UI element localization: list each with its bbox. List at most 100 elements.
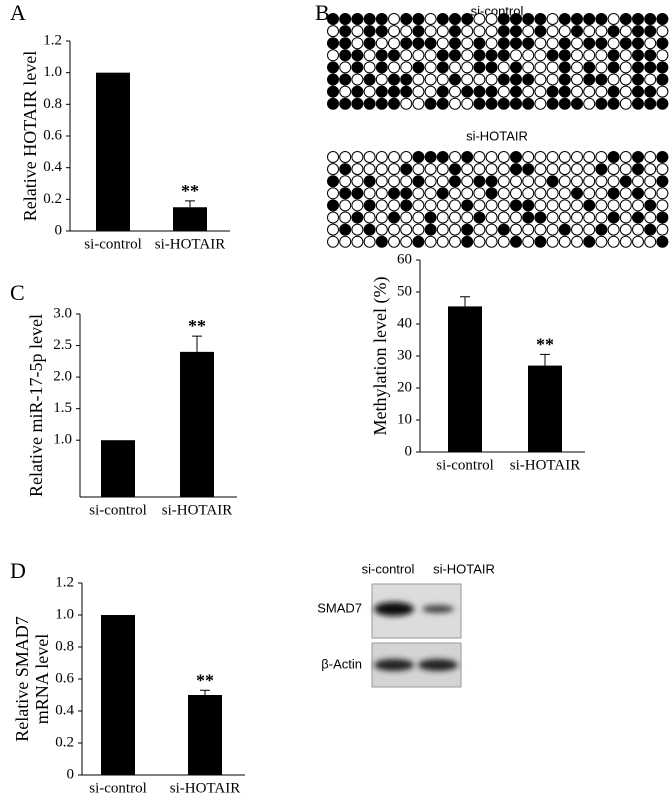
- significance-label: **: [181, 181, 199, 201]
- cpg-dot: [351, 223, 364, 236]
- y-axis-label: Methylation level (%): [370, 277, 391, 436]
- cpg-dot: [595, 73, 608, 86]
- cpg-dot: [607, 13, 620, 25]
- cpg-dot: [400, 175, 413, 188]
- cpg-dot: [449, 61, 461, 74]
- cpg-dot: [656, 49, 669, 62]
- cpg-dot: [497, 85, 510, 98]
- cpg-dot: [571, 73, 583, 86]
- cpg-dot: [607, 73, 620, 86]
- cpg-dot: [656, 151, 669, 163]
- cpg-dot: [339, 235, 352, 248]
- cpg-dot: [510, 223, 522, 236]
- cpg-dot: [339, 175, 352, 188]
- panel-letter: C: [10, 280, 25, 305]
- cpg-dot: [656, 73, 669, 86]
- cpg-dot: [461, 187, 474, 200]
- y-tick-label: 0.4: [55, 702, 74, 718]
- cpg-dot: [400, 199, 413, 212]
- cpg-dot: [510, 211, 522, 224]
- cpg-dot: [473, 61, 486, 74]
- cpg-dot: [375, 25, 388, 38]
- cpg-dot: [375, 175, 388, 188]
- cpg-dot: [461, 61, 474, 74]
- cpg-dot: [449, 223, 461, 236]
- cpg-dot: [632, 73, 644, 86]
- cpg-dot: [546, 187, 559, 200]
- cpg-dot: [656, 37, 669, 50]
- y-tick-label: 0.2: [43, 191, 62, 207]
- cpg-dot: [534, 37, 547, 50]
- cpg-dot: [595, 163, 608, 176]
- cpg-dot: [497, 49, 510, 62]
- cpg-dot: [571, 61, 583, 74]
- cpg-dot: [595, 223, 608, 236]
- cpg-dot: [485, 211, 498, 224]
- cpg-dot: [363, 187, 376, 200]
- cpg-dot: [449, 49, 461, 62]
- cpg-dot: [632, 199, 644, 212]
- cpg-dot: [595, 25, 608, 38]
- bar: [96, 72, 130, 232]
- y-tick-label: 50: [397, 283, 412, 299]
- cpg-dot: [522, 187, 535, 200]
- cpg-dot: [522, 13, 535, 25]
- cpg-dot: [571, 175, 583, 188]
- cpg-dot: [412, 223, 425, 236]
- cpg-dot: [363, 49, 376, 62]
- cpg-dot: [656, 13, 669, 25]
- cpg-dot: [436, 211, 449, 224]
- cpg-dot: [351, 25, 364, 38]
- cpg-dot: [327, 61, 339, 74]
- cpg-dot: [595, 199, 608, 212]
- cpg-dot: [546, 73, 559, 86]
- cpg-dot: [558, 223, 571, 236]
- cpg-dot: [339, 61, 352, 74]
- cpg-dot: [583, 223, 596, 236]
- cpg-dot: [656, 163, 669, 176]
- cpg-dot: [546, 13, 559, 25]
- cpg-dot: [388, 223, 400, 236]
- cpg-dot: [522, 25, 535, 38]
- cpg-dot: [473, 97, 486, 110]
- cpg-dot: [656, 223, 669, 236]
- y-tick-label: 0: [55, 222, 63, 238]
- group-label: si-control: [471, 3, 524, 18]
- cpg-dot: [656, 235, 669, 248]
- cpg-dot: [546, 223, 559, 236]
- cpg-dot: [412, 49, 425, 62]
- cpg-dot: [449, 199, 461, 212]
- cpg-dot: [619, 199, 632, 212]
- cpg-dot: [510, 85, 522, 98]
- cpg-dot: [412, 151, 425, 163]
- cpg-dot: [510, 73, 522, 86]
- cpg-dot: [327, 223, 339, 236]
- cpg-dot: [571, 163, 583, 176]
- cpg-dot: [412, 25, 425, 38]
- cpg-dot: [388, 151, 400, 163]
- cpg-dot: [497, 163, 510, 176]
- y-tick-label: 0.8: [43, 96, 62, 112]
- cpg-dot: [473, 49, 486, 62]
- cpg-dot: [363, 235, 376, 248]
- cpg-dot: [375, 61, 388, 74]
- y-tick-label: 1.0: [55, 606, 74, 622]
- cpg-dot: [327, 163, 339, 176]
- cpg-dot: [607, 49, 620, 62]
- y-tick-label: 60: [397, 251, 412, 267]
- cpg-dot: [497, 37, 510, 50]
- cpg-dot: [571, 187, 583, 200]
- cpg-dot: [424, 25, 437, 38]
- cpg-dot: [644, 235, 657, 248]
- cpg-dot: [424, 49, 437, 62]
- cpg-dot: [424, 211, 437, 224]
- cpg-dot: [607, 199, 620, 212]
- cpg-dot: [327, 235, 339, 248]
- blot-column-label: si-control: [362, 561, 415, 576]
- bar: [448, 306, 482, 452]
- cpg-dot: [485, 175, 498, 188]
- cpg-dot: [607, 163, 620, 176]
- cpg-dot: [473, 85, 486, 98]
- cpg-dot: [583, 85, 596, 98]
- cpg-dot: [424, 187, 437, 200]
